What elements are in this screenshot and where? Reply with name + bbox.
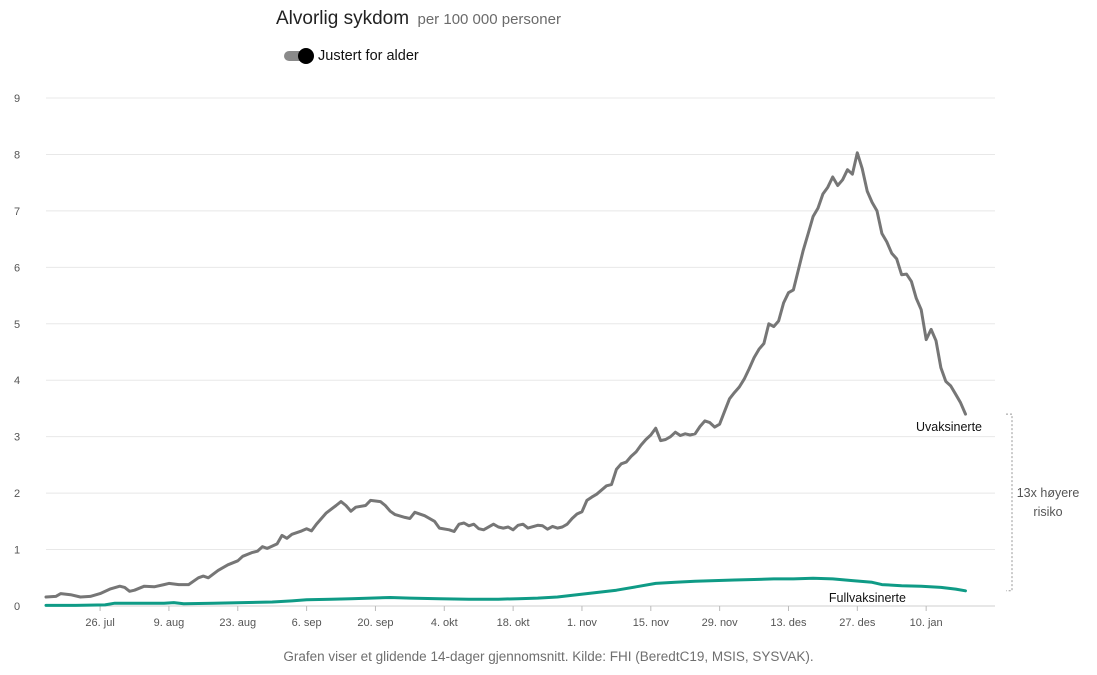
y-tick-label: 1 [14,545,20,557]
x-axis: 26. jul 9. aug 23. aug 6. sep 20. sep 4. okt 1… [85,606,943,629]
x-tick-label: 4. okt [431,617,458,629]
x-tick-label: 18. okt [497,617,530,629]
x-tick-label: 1. nov [567,617,597,629]
x-tick-label: 20. sep [357,617,393,629]
chart-caption: Grafen viser et glidende 14-dager gjenno… [283,649,814,664]
x-tick-label: 13. des [770,617,807,629]
series-line-uvaksinerte [44,151,967,599]
chart-header: Alvorlig sykdom per 100 000 personer [276,8,561,30]
y-axis: 0 1 2 3 4 5 6 7 8 9 [14,93,20,613]
toggle-knob [298,48,314,64]
x-tick-label: 9. aug [154,617,185,629]
y-tick-label: 6 [14,262,20,274]
series-line-fullvaksinerte [44,576,967,607]
y-tick-label: 5 [14,319,20,331]
x-tick-label: 15. nov [633,617,670,629]
x-tick-label: 6. sep [292,617,322,629]
risk-annotation: 13x høyere risiko [1006,413,1080,592]
y-tick-label: 3 [14,432,20,444]
y-tick-label: 8 [14,149,20,161]
x-tick-label: 10. jan [910,617,943,629]
risk-bracket [1006,413,1013,592]
chart-subtitle: per 100 000 personer [417,11,561,28]
risk-annotation-line: risiko [1033,505,1062,519]
chart-series [44,151,967,607]
y-tick-label: 0 [14,601,20,613]
y-tick-label: 4 [14,375,20,387]
age-adjust-toggle-row: Justert for alder [284,48,419,64]
series-label-fullvaksinerte: Fullvaksinerte [829,591,906,605]
x-tick-label: 23. aug [219,617,256,629]
y-tick-label: 9 [14,93,20,105]
risk-annotation-line: 13x høyere [1017,486,1080,500]
x-tick-label: 29. nov [702,617,739,629]
age-adjust-toggle[interactable] [284,48,314,64]
chart-grid [46,97,995,607]
y-tick-label: 7 [14,206,20,218]
age-adjust-toggle-label: Justert for alder [318,48,419,64]
y-tick-label: 2 [14,488,20,500]
x-tick-label: 27. des [839,617,876,629]
series-labels: Uvaksinerte Fullvaksinerte [829,420,982,605]
chart-title: Alvorlig sykdom [276,8,410,29]
series-label-uvaksinerte: Uvaksinerte [916,420,982,434]
toggle-track [284,51,310,61]
x-tick-label: 26. jul [85,617,114,629]
